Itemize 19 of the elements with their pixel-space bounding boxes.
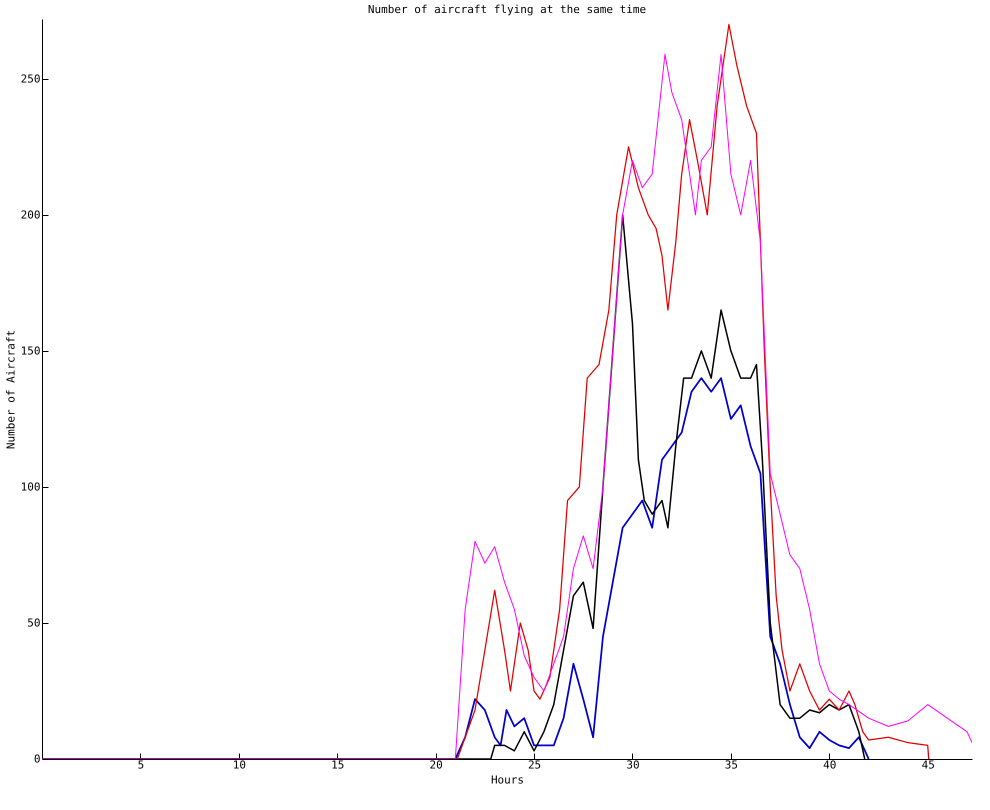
x-tick-label: 10	[232, 758, 246, 772]
line-series	[42, 377, 870, 759]
y-tick-label: 250	[20, 72, 40, 86]
x-tick-label: 35	[724, 758, 738, 772]
chart-title: Number of aircraft flying at the same time	[368, 3, 646, 16]
y-tick-label: 0	[34, 752, 40, 766]
x-tick-label: 25	[528, 758, 542, 772]
x-tick-label: 45	[922, 758, 935, 772]
x-tick-label: 40	[823, 758, 836, 772]
y-axis-title: Number of Aircraft	[4, 330, 18, 450]
x-tick-label: 15	[331, 758, 344, 772]
y-tick-label: 150	[20, 344, 40, 358]
x-tick-label: 30	[626, 758, 640, 772]
x-tick-label: 20	[430, 758, 443, 772]
y-tick-label: 200	[20, 208, 40, 222]
x-tick-label: 5	[138, 758, 144, 772]
y-tick-label: 50	[27, 616, 40, 630]
y-tick-label: 100	[20, 480, 40, 494]
x-axis-title: Hours	[490, 774, 524, 786]
